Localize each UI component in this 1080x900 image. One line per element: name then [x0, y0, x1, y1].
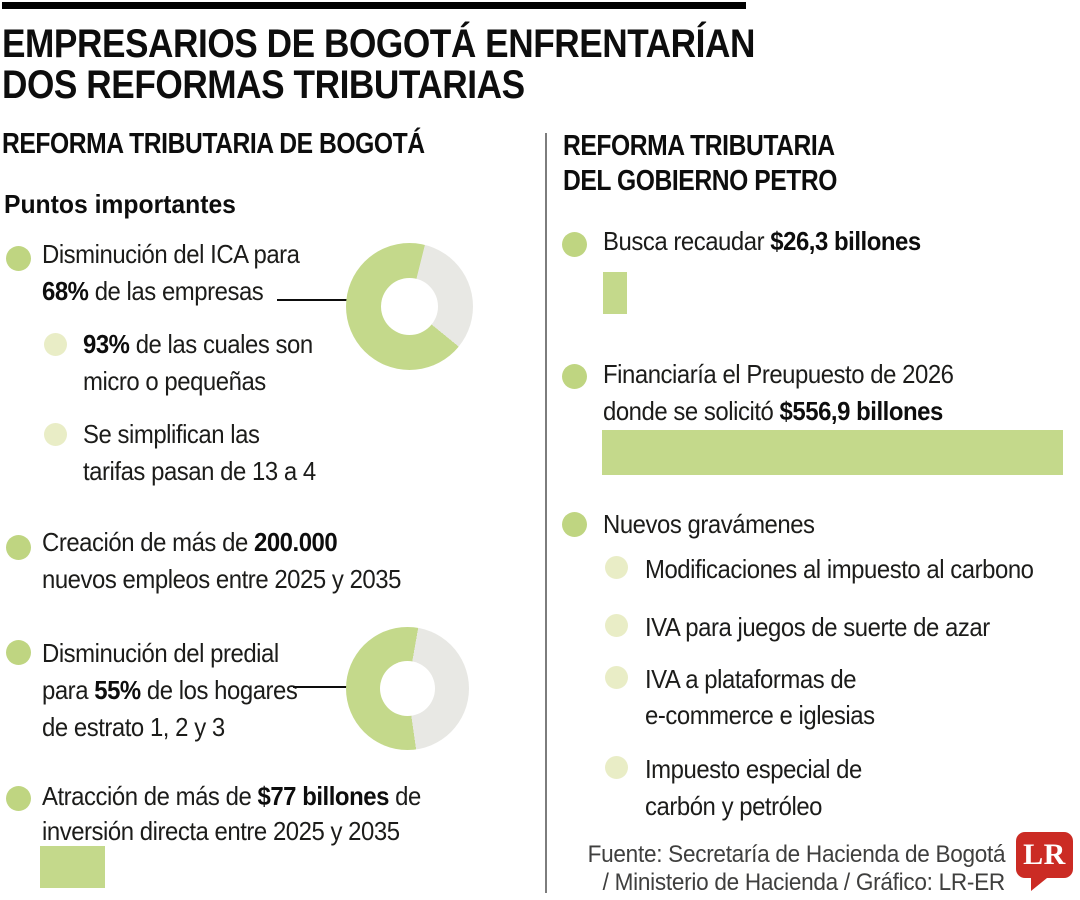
sub-bullet-dot	[605, 556, 628, 579]
bullet-predial-line2: para 55% de los hogares	[42, 675, 298, 705]
column-divider	[545, 133, 547, 893]
sub-bullet-iva-juegos: IVA para juegos de suerte de azar	[645, 612, 990, 642]
bullet-recaudo-line1: Busca recaudar $26,3 billones	[603, 226, 921, 256]
sub-bullet-iva-plataformas-line2: e-commerce e iglesias	[645, 700, 875, 730]
sub-bullet-tarifas-line1: Se simplifican las	[83, 419, 260, 449]
donut-chart-ica	[346, 243, 473, 370]
right-section-heading-line2: DEL GOBIERNO PETRO	[563, 165, 838, 197]
lr-logo-text: LR	[1016, 832, 1073, 878]
value-bar-recaudo	[603, 272, 627, 314]
bullet-presupuesto-line2: donde se solicitó $556,9 billones	[603, 396, 943, 426]
sub-bullet-dot	[605, 614, 628, 637]
bullet-inversion-line1: Atracción de más de $77 billones de	[42, 781, 421, 811]
source-credit-line2: / Ministerio de Hacienda / Gráfico: LR-E…	[602, 869, 1005, 896]
sub-bullet-iva-plataformas-line1: IVA a plataformas de	[645, 664, 857, 694]
sub-bullet-dot	[44, 333, 67, 356]
top-rule	[2, 2, 746, 9]
bullet-predial-line3: de estrato 1, 2 y 3	[42, 712, 225, 742]
donut-hole	[381, 278, 438, 335]
sub-bullet-dot	[605, 666, 628, 689]
bullet-presupuesto-line1: Financiaría el Preupuesto de 2026	[603, 359, 954, 389]
sub-bullet-dot	[44, 423, 67, 446]
lr-logo: LR	[1016, 832, 1073, 891]
bullet-dot	[6, 535, 31, 560]
lr-logo-tail	[1031, 878, 1047, 891]
sub-bullet-tarifas-line2: tarifas pasan de 13 a 4	[83, 456, 316, 486]
bullet-dot	[562, 512, 587, 537]
left-subheading: Puntos importantes	[4, 189, 236, 219]
sub-bullet-impuesto-especial-line1: Impuesto especial de	[645, 754, 862, 784]
page-title-line2: DOS REFORMAS TRIBUTARIAS	[2, 63, 525, 107]
sub-bullet-93pct-line1: 93% de las cuales son	[83, 329, 313, 359]
bullet-dot	[562, 232, 587, 257]
right-section-heading-line1: REFORMA TRIBUTARIA	[563, 130, 835, 162]
source-credit-line1: Fuente: Secretaría de Hacienda de Bogotá	[587, 841, 1005, 868]
donut-chart-predial	[346, 627, 469, 750]
callout-line	[277, 299, 355, 301]
sub-bullet-impuesto-especial-line2: carbón y petróleo	[645, 791, 823, 821]
value-bar-presupuesto	[602, 430, 1063, 475]
bullet-dot	[6, 640, 31, 665]
bullet-ica-line2: 68% de las empresas	[42, 276, 264, 306]
bullet-predial-line1: Disminución del predial	[42, 638, 279, 668]
bullet-empleos-line1: Creación de más de 200.000	[42, 527, 338, 557]
donut-hole	[380, 661, 435, 716]
bullet-dot	[562, 364, 587, 389]
bullet-dot	[6, 786, 31, 811]
value-bar-inversion	[40, 846, 105, 888]
bullet-gravamenes-line1: Nuevos gravámenes	[603, 509, 815, 539]
sub-bullet-carbono: Modificaciones al impuesto al carbono	[645, 554, 1034, 584]
bullet-ica-line1: Disminución del ICA para	[42, 239, 300, 269]
callout-line	[293, 686, 355, 688]
bullet-inversion-line2: inversión directa entre 2025 y 2035	[42, 816, 400, 846]
bullet-dot	[6, 246, 31, 271]
bullet-empleos-line2: nuevos empleos entre 2025 y 2035	[42, 564, 401, 594]
left-section-heading: REFORMA TRIBUTARIA DE BOGOTÁ	[2, 128, 425, 160]
sub-bullet-dot	[605, 756, 628, 779]
sub-bullet-93pct-line2: micro o pequeñas	[83, 366, 266, 396]
page-title-line1: EMPRESARIOS DE BOGOTÁ ENFRENTARÍAN	[2, 22, 755, 66]
